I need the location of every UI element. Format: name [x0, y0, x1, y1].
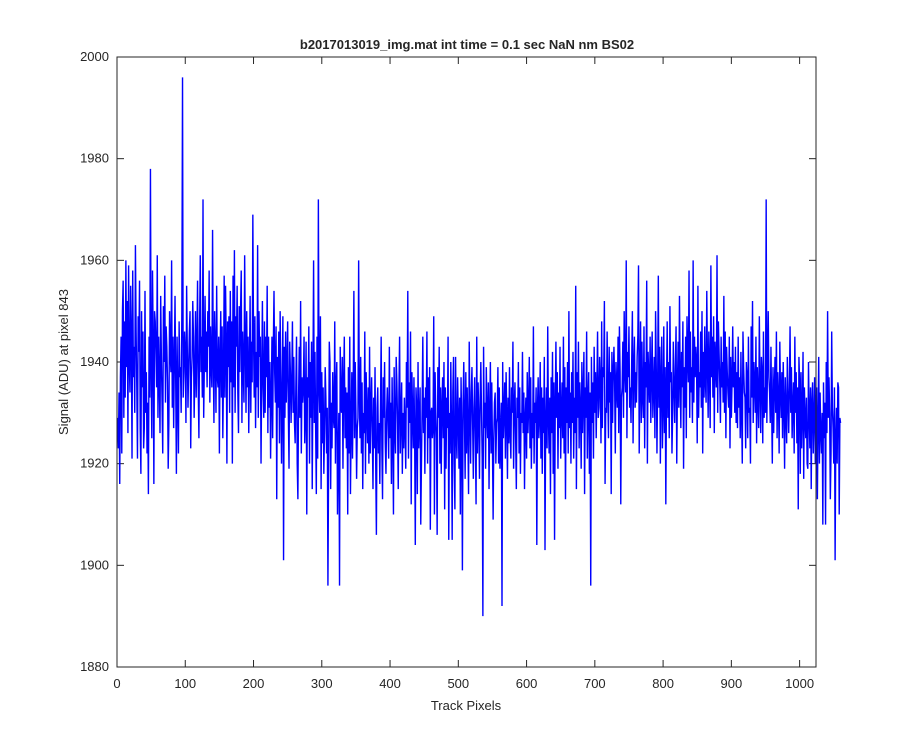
- y-tick-label: 1980: [80, 151, 109, 166]
- axes-box: [116, 56, 817, 668]
- y-tick-label: 1920: [80, 456, 109, 471]
- y-tick-label: 1940: [80, 354, 109, 369]
- x-tick-label: 700: [584, 676, 606, 691]
- x-axis-label: Track Pixels: [431, 698, 502, 713]
- x-tick-label: 500: [447, 676, 469, 691]
- tick-layer: 0 100 200 300 400 500 600 700 800 900 1000 1880 1900…: [80, 49, 816, 691]
- y-tick-label: 1900: [80, 557, 109, 572]
- x-tick-label: 300: [311, 676, 333, 691]
- x-tick-label: 600: [516, 676, 538, 691]
- x-tick-label: 800: [652, 676, 674, 691]
- y-tick-label: 2000: [80, 49, 109, 64]
- x-tick-label: 100: [174, 676, 196, 691]
- x-tick-label: 200: [243, 676, 265, 691]
- y-axis-label: Signal (ADU) at pixel 843: [56, 289, 71, 435]
- chart-title: b2017013019_img.mat int time = 0.1 sec N…: [300, 37, 634, 52]
- y-tick-label: 1960: [80, 252, 109, 267]
- series-line: [116, 77, 842, 617]
- x-tick-label: 1000: [785, 676, 814, 691]
- x-tick-label: 900: [721, 676, 743, 691]
- x-tick-label: 0: [113, 676, 120, 691]
- y-tick-label: 1880: [80, 659, 109, 674]
- x-tick-label: 400: [379, 676, 401, 691]
